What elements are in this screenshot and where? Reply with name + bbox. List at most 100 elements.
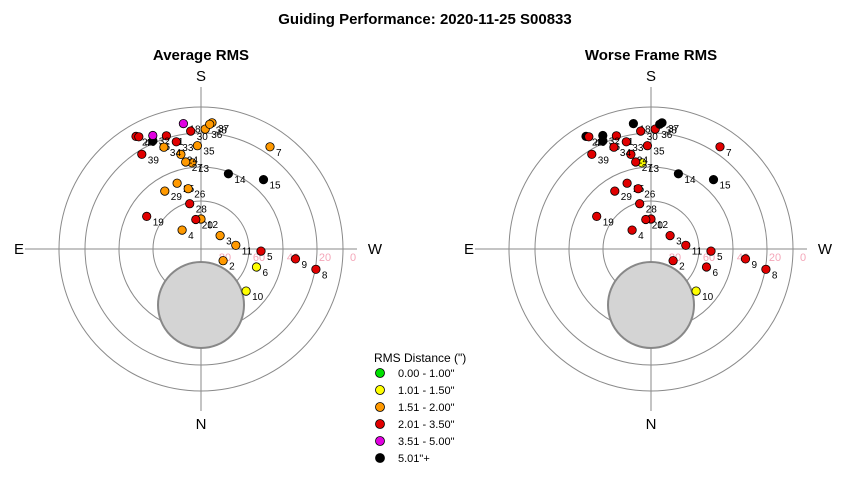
guide-point-8 <box>761 264 771 274</box>
compass-north: N <box>646 416 657 433</box>
guide-point-label-26: 26 <box>644 190 656 201</box>
guide-point-28 <box>185 199 195 209</box>
guide-point-29 <box>610 186 620 196</box>
guide-point-label-20: 20 <box>652 221 664 232</box>
legend-swatch-4 <box>375 419 385 429</box>
guide-point-label-27: 27 <box>192 163 204 174</box>
guide-point-label-10: 10 <box>702 292 714 303</box>
guide-point-label-34: 34 <box>620 148 632 159</box>
altitude-tick-label: 0 <box>800 252 806 264</box>
compass-south: S <box>196 68 206 85</box>
guide-point-label-32: 32 <box>609 137 621 148</box>
guide-point-28 <box>635 199 645 209</box>
guide-point-label-4: 4 <box>638 231 644 242</box>
obstruction-disc <box>607 261 695 349</box>
guide-point-19 <box>142 211 152 221</box>
legend-swatch-5 <box>375 436 385 446</box>
legend-label-5: 3.51 - 5.00" <box>398 436 455 448</box>
guide-point-38 <box>655 119 665 129</box>
guide-point-4 <box>627 225 637 235</box>
guide-point-40 <box>584 132 594 142</box>
guide-point-15 <box>258 175 269 185</box>
guide-point-label-33: 33 <box>632 143 644 154</box>
guide-point-label-9: 9 <box>752 260 758 271</box>
guide-point-32 <box>598 130 608 141</box>
subplot-title: Worse Frame RMS <box>585 47 717 64</box>
guide-point-35 <box>642 141 653 151</box>
guide-point-label-26: 26 <box>194 190 206 201</box>
guide-point-label-12: 12 <box>207 220 219 231</box>
guide-point-label-3: 3 <box>676 237 682 248</box>
guide-point-24 <box>176 149 186 159</box>
guide-point-label-19: 19 <box>153 217 165 228</box>
guide-point-label-36: 36 <box>661 130 673 141</box>
guide-point-label-22: 22 <box>592 137 604 148</box>
guide-point-label-2: 2 <box>679 262 685 273</box>
guide-point-19 <box>592 211 602 221</box>
guide-point-label-6: 6 <box>713 268 719 279</box>
guide-point-label-30: 30 <box>647 132 659 143</box>
guide-point-39 <box>137 149 147 159</box>
compass-east: E <box>14 241 24 258</box>
guide-point-10 <box>691 286 701 296</box>
guide-point-label-10: 10 <box>252 292 264 303</box>
guide-point-2 <box>668 256 678 266</box>
guide-point-label-7: 7 <box>276 148 282 159</box>
guide-point-14 <box>673 169 684 179</box>
guide-point-40 <box>134 132 144 142</box>
guide-point-31 <box>611 131 622 141</box>
guide-point-20 <box>641 214 651 225</box>
guide-point-label-13: 13 <box>648 164 660 175</box>
guide-point-24 <box>626 149 636 159</box>
legend-swatch-1 <box>375 368 385 378</box>
figure-title: Guiding Performance: 2020-11-25 S00833 <box>278 11 571 28</box>
guide-point-label-19: 19 <box>603 217 615 228</box>
polar-plot-average-rms: Average RMSSNEW8060402002345678910111213… <box>14 47 383 433</box>
legend-label-1: 0.00 - 1.00" <box>398 368 455 380</box>
guide-point-7 <box>715 142 725 152</box>
guide-point-label-9: 9 <box>302 260 308 271</box>
guide-point-label-35: 35 <box>203 147 215 158</box>
guide-point-39 <box>587 149 597 159</box>
guide-point-25 <box>622 178 632 188</box>
compass-east: E <box>464 241 474 258</box>
altitude-tick-label: 0 <box>350 252 356 264</box>
guide-point-10 <box>241 286 251 296</box>
guide-point-4 <box>177 225 187 235</box>
guide-point-5 <box>706 246 716 256</box>
guide-point-label-8: 8 <box>322 270 328 281</box>
guide-point-35 <box>192 141 202 151</box>
legend-label-2: 1.01 - 1.50" <box>398 385 455 397</box>
guide-point-label-12: 12 <box>657 220 669 231</box>
guide-point-11 <box>231 240 241 250</box>
guide-point-label-36: 36 <box>211 130 223 141</box>
guide-point-label-3: 3 <box>226 237 232 248</box>
guide-point-label-20: 20 <box>202 221 214 232</box>
guide-point-label-15: 15 <box>720 181 732 192</box>
guide-point-34 <box>609 142 619 152</box>
guide-point-label-37: 37 <box>218 124 230 135</box>
guide-point-label-5: 5 <box>267 252 273 263</box>
guide-point-label-2: 2 <box>229 262 235 273</box>
polar-plot-worse-frame-rms: Worse Frame RMSSNEW806040200234567891011… <box>464 47 833 433</box>
guide-point-3 <box>665 231 675 241</box>
guide-point-26 <box>633 184 643 194</box>
guide-point-27 <box>181 157 191 167</box>
guide-point-33 <box>171 137 181 147</box>
obstruction-disc <box>157 261 245 349</box>
guide-point-label-22: 22 <box>142 137 154 148</box>
guide-point-label-4: 4 <box>188 231 194 242</box>
compass-west: W <box>818 241 833 258</box>
legend-label-6: 5.01"+ <box>398 453 430 465</box>
guide-point-label-14: 14 <box>684 175 696 186</box>
guide-point-9 <box>740 254 751 264</box>
guide-point-8 <box>311 264 321 274</box>
guide-point-label-27: 27 <box>642 163 654 174</box>
guide-point-29 <box>160 186 170 196</box>
guide-point-label-11: 11 <box>242 246 253 257</box>
guide-point-label-5: 5 <box>717 252 723 263</box>
guide-point-label-7: 7 <box>726 148 732 159</box>
guide-point-label-33: 33 <box>182 143 194 154</box>
guide-point-11 <box>681 240 691 250</box>
